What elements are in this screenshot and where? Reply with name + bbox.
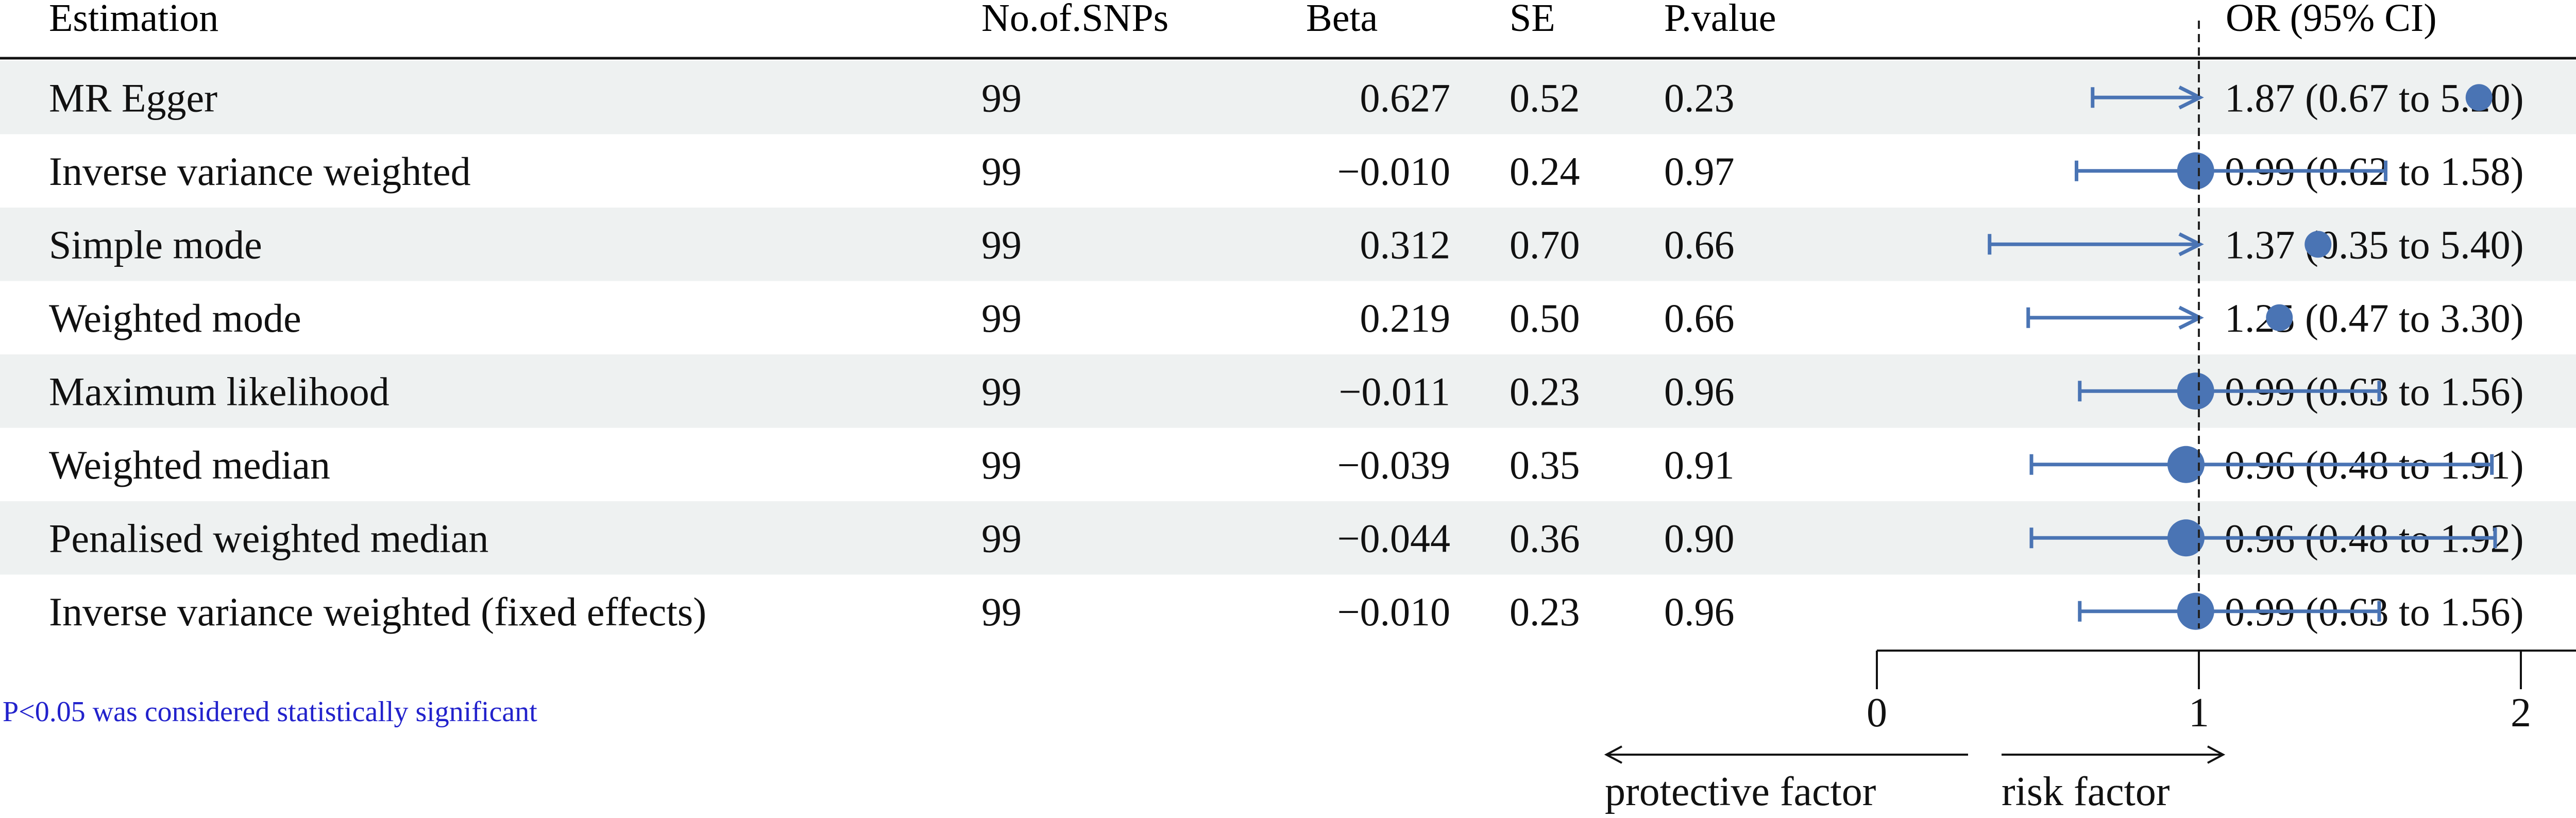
beta-value: −0.011 bbox=[1338, 369, 1450, 414]
method-label: Maximum likelihood bbox=[49, 369, 389, 414]
point-estimate bbox=[2177, 152, 2214, 190]
beta-value: −0.039 bbox=[1337, 442, 1451, 487]
snps-value: 99 bbox=[981, 516, 1022, 560]
se-value: 0.70 bbox=[1510, 222, 1580, 267]
method-label: Penalised weighted median bbox=[49, 516, 488, 560]
header-estimation: Estimation bbox=[49, 0, 218, 40]
se-value: 0.23 bbox=[1510, 589, 1580, 634]
or-ci-text: 1.37 (0.35 to 5.40) bbox=[2225, 222, 2524, 267]
snps-value: 99 bbox=[981, 296, 1022, 340]
x-tick-label: 2 bbox=[2511, 690, 2531, 736]
header-or-ci: OR (95% CI) bbox=[2226, 0, 2437, 40]
point-estimate bbox=[2167, 446, 2205, 483]
snps-value: 99 bbox=[981, 589, 1022, 634]
point-estimate bbox=[2167, 519, 2205, 557]
se-value: 0.24 bbox=[1510, 149, 1580, 194]
snps-value: 99 bbox=[981, 149, 1022, 194]
se-value: 0.23 bbox=[1510, 369, 1580, 414]
protective-arrowhead bbox=[1604, 745, 1622, 764]
method-label: Simple mode bbox=[49, 222, 262, 267]
ci-arrow-high bbox=[2178, 86, 2204, 110]
header-snps: No.of.SNPs bbox=[981, 0, 1168, 40]
method-label: Inverse variance weighted bbox=[49, 149, 471, 194]
risk-factor-label: risk factor bbox=[2002, 769, 2170, 814]
beta-value: 0.312 bbox=[1360, 222, 1451, 267]
point-estimate bbox=[2304, 231, 2332, 258]
method-label: MR Egger bbox=[49, 75, 217, 120]
snps-value: 99 bbox=[981, 442, 1022, 487]
snps-value: 99 bbox=[981, 75, 1022, 120]
method-label: Weighted median bbox=[49, 442, 330, 487]
beta-value: 0.627 bbox=[1360, 75, 1451, 120]
header-se: SE bbox=[1510, 0, 1555, 40]
x-tick-label: 1 bbox=[2189, 690, 2209, 736]
protective-factor-label: protective factor bbox=[1605, 769, 1876, 814]
point-estimate bbox=[2465, 84, 2493, 111]
beta-value: −0.010 bbox=[1337, 149, 1451, 194]
x-tick-label: 0 bbox=[1867, 690, 1887, 736]
se-value: 0.52 bbox=[1510, 75, 1580, 120]
header-beta: Beta bbox=[1306, 0, 1378, 40]
snps-value: 99 bbox=[981, 369, 1022, 414]
pvalue-value: 0.90 bbox=[1664, 516, 1735, 560]
risk-arrowhead bbox=[2207, 745, 2226, 764]
pvalue-value: 0.96 bbox=[1664, 589, 1735, 634]
pvalue-value: 0.66 bbox=[1664, 222, 1735, 267]
se-value: 0.35 bbox=[1510, 442, 1580, 487]
pvalue-value: 0.97 bbox=[1664, 149, 1735, 194]
beta-value: 0.219 bbox=[1360, 296, 1451, 340]
pvalue-value: 0.66 bbox=[1664, 296, 1735, 340]
ci-arrow-high bbox=[2178, 232, 2204, 257]
point-estimate bbox=[2177, 592, 2214, 630]
se-value: 0.36 bbox=[1510, 516, 1580, 560]
se-value: 0.50 bbox=[1510, 296, 1580, 340]
point-estimate bbox=[2177, 372, 2214, 410]
header-pvalue: P.value bbox=[1664, 0, 1776, 40]
beta-value: −0.010 bbox=[1337, 589, 1451, 634]
footnote: P<0.05 was considered statistically sign… bbox=[3, 696, 537, 728]
point-estimate bbox=[2266, 304, 2293, 331]
method-label: Inverse variance weighted (fixed effects… bbox=[49, 589, 706, 634]
pvalue-value: 0.91 bbox=[1664, 442, 1735, 487]
method-label: Weighted mode bbox=[49, 296, 301, 340]
snps-value: 99 bbox=[981, 222, 1022, 267]
beta-value: −0.044 bbox=[1337, 516, 1451, 560]
pvalue-value: 0.23 bbox=[1664, 75, 1735, 120]
pvalue-value: 0.96 bbox=[1664, 369, 1735, 414]
